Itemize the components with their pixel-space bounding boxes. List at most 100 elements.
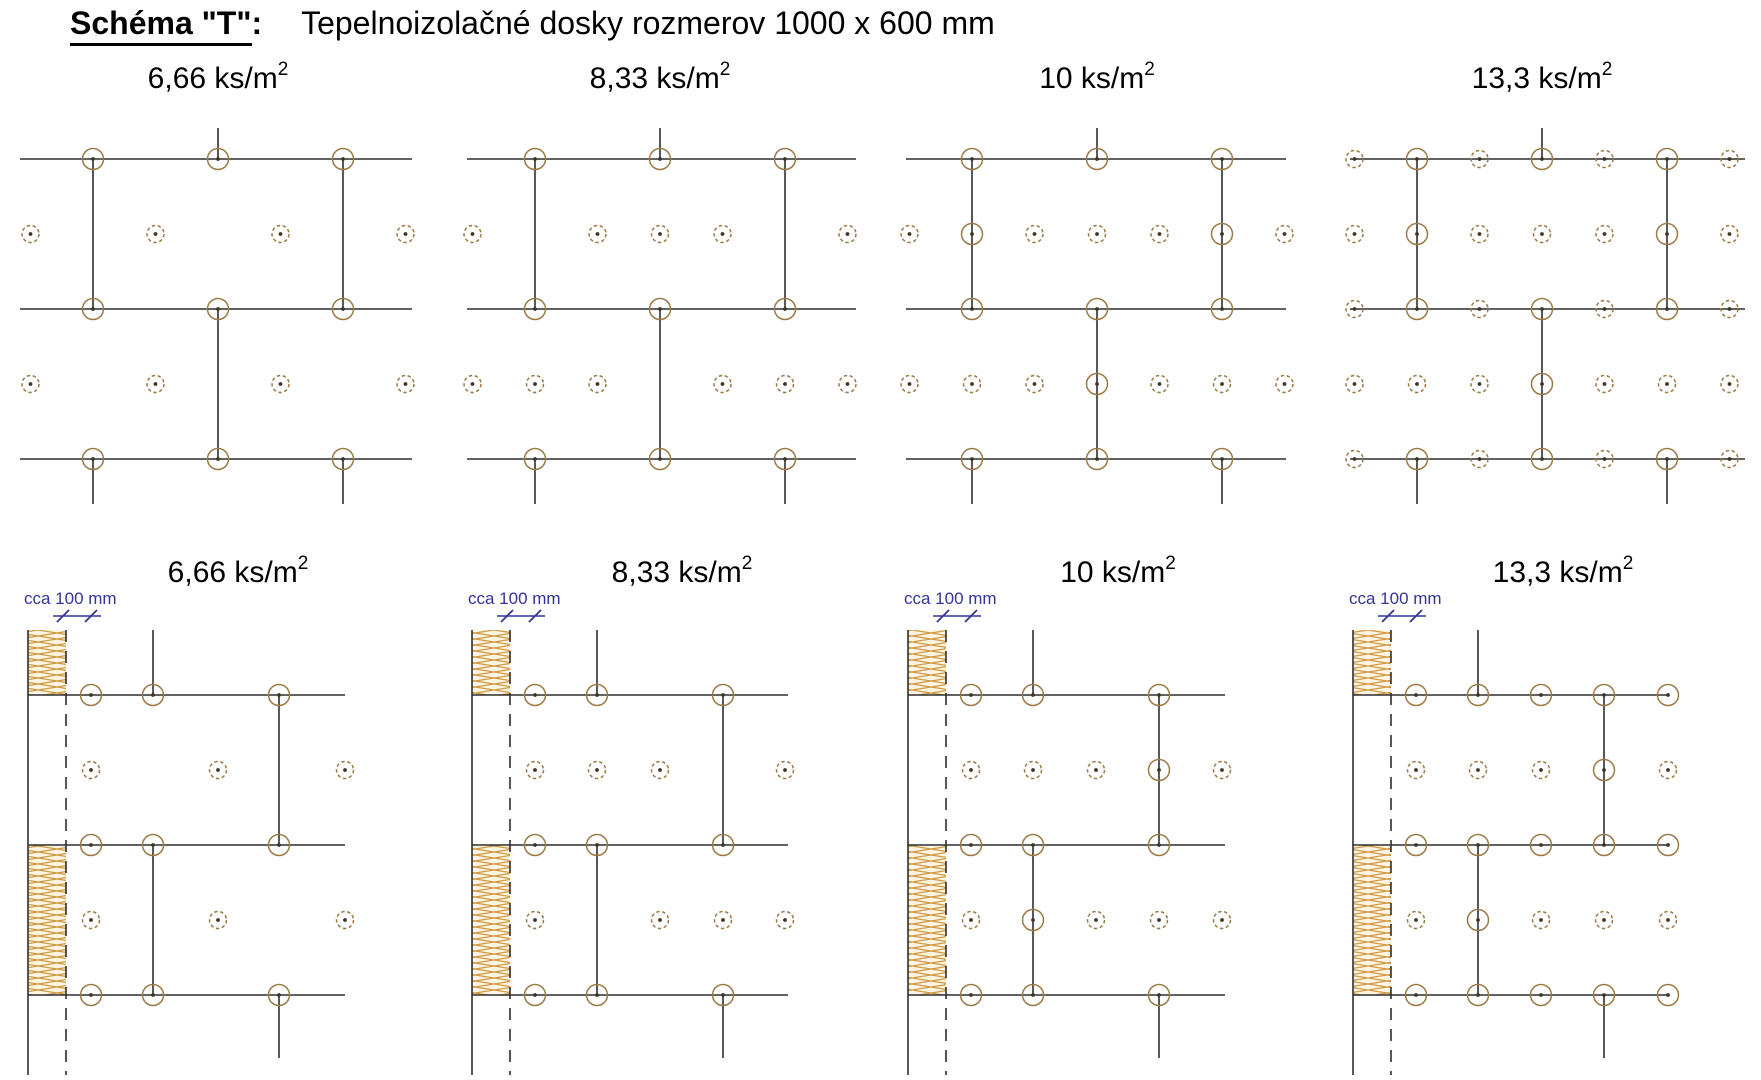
anchor-center-dot [1602,157,1607,161]
anchor-center-dot [1220,382,1224,386]
anchor-joint-circle [1655,222,1679,246]
anchor-joint-circle [1530,147,1554,171]
anchor-center-dot [1539,993,1543,997]
anchor-center-dot [151,843,155,847]
title-text: Tepelnoizolačné dosky rozmerov 1000 x 60… [301,5,995,41]
anchor-center-dot [1352,307,1357,311]
anchor-center-dot [970,157,974,161]
anchor-center-dot [28,232,33,236]
anchor-joint-circle [1656,833,1680,857]
anchor-center-dot [1157,768,1161,772]
anchor-joint-circle [959,683,983,707]
anchor-joint-circle [1466,983,1490,1007]
anchor-center-dot [1094,768,1098,772]
anchor-center-dot [969,768,973,772]
anchor-center-dot [216,768,220,772]
anchor-joint-circle [523,833,547,857]
anchor-center-dot [970,457,974,461]
anchor-field-circle [1345,449,1364,469]
anchor-joint-circle [585,983,609,1007]
anchor-field-circle [208,910,228,930]
anchor-field-circle [1531,760,1551,780]
anchor-center-dot [277,993,281,997]
anchor-center-dot [1539,768,1543,772]
anchor-center-dot [970,382,974,386]
density-label-sup: 2 [1623,553,1634,574]
anchor-field-circle [713,910,733,930]
insulation-strip [472,630,510,695]
anchor-joint-circle [1656,683,1680,707]
anchor-joint-circle [1655,147,1679,171]
anchor-center-dot [1414,768,1418,772]
density-label-sup: 2 [278,59,289,80]
insulation-strip [1353,630,1391,695]
anchor-center-dot [151,993,155,997]
anchor-center-dot [783,918,787,922]
anchor-center-dot [1727,382,1732,386]
anchor-center-dot [91,457,95,461]
scheme-edge-diagram: 8,33 ks/m2 cca 100 mm [468,553,795,1075]
anchor-center-dot [969,693,973,697]
anchor-field-circle [1658,910,1678,930]
anchor-center-dot [28,382,33,386]
anchor-center-dot [343,918,347,922]
anchor-center-dot [1157,382,1162,386]
anchor-center-dot [1282,232,1287,236]
title-separator: : [251,5,263,41]
anchor-center-dot [533,693,537,697]
anchor-center-dot [1095,232,1099,236]
anchor-field-circle [1023,760,1043,780]
anchor-center-dot [658,307,662,311]
anchor-center-dot [783,157,787,161]
anchor-center-dot [216,307,220,311]
anchor-center-dot [907,382,912,386]
anchor-center-dot [907,232,912,236]
anchor-field-circle [838,374,857,394]
anchor-field-circle [1150,374,1169,394]
anchor-field-circle [1595,224,1614,244]
anchor-field-circle [146,374,165,394]
anchor-field-circle [1345,224,1364,244]
anchor-center-dot [1477,457,1482,461]
dimension-tick [500,609,514,623]
anchor-center-dot [470,232,475,236]
anchor-joint-circle [960,147,984,171]
anchor-field-circle [1212,374,1232,394]
density-label: 6,66 ks/m2 [168,553,309,589]
dimension-tick [936,609,950,623]
anchor-joint-circle [773,297,797,321]
anchor-joint-circle [79,983,103,1007]
page-title: Schéma "T": Tepelnoizolačné dosky rozmer… [70,5,995,46]
anchor-joint-circle [1085,147,1109,171]
anchor-center-dot [533,382,537,386]
anchor-center-dot [595,382,600,386]
anchor-field-circle [81,760,101,780]
edge-note-label: cca 100 mm [1349,589,1442,608]
anchor-joint-circle [1085,447,1109,471]
anchor-center-dot [1540,382,1544,386]
anchor-field-circle [588,224,607,244]
anchor-joint-circle [79,833,103,857]
anchor-center-dot [721,918,725,922]
anchor-joint-circle [81,447,105,471]
anchor-field-circle [1595,449,1614,469]
dimension-tick [1409,609,1423,623]
anchor-joint-circle [267,683,291,707]
anchor-center-dot [1415,382,1419,386]
anchor-joint-circle [1210,222,1234,246]
anchor-joint-circle [1404,683,1428,707]
title-emphasis: Schéma "T" [70,5,252,46]
anchor-joint-circle [1592,833,1616,857]
anchor-center-dot [969,993,973,997]
anchor-center-dot [151,693,155,697]
anchor-joint-circle [1530,297,1554,321]
anchor-field-circle [1406,760,1426,780]
anchor-center-dot [1666,993,1670,997]
anchor-field-circle [1212,910,1232,930]
anchor-center-dot [1540,232,1544,236]
anchor-joint-circle [1147,983,1171,1007]
anchor-field-circle [588,374,607,394]
anchor-joint-circle [773,447,797,471]
dimension-tick [1381,609,1395,623]
